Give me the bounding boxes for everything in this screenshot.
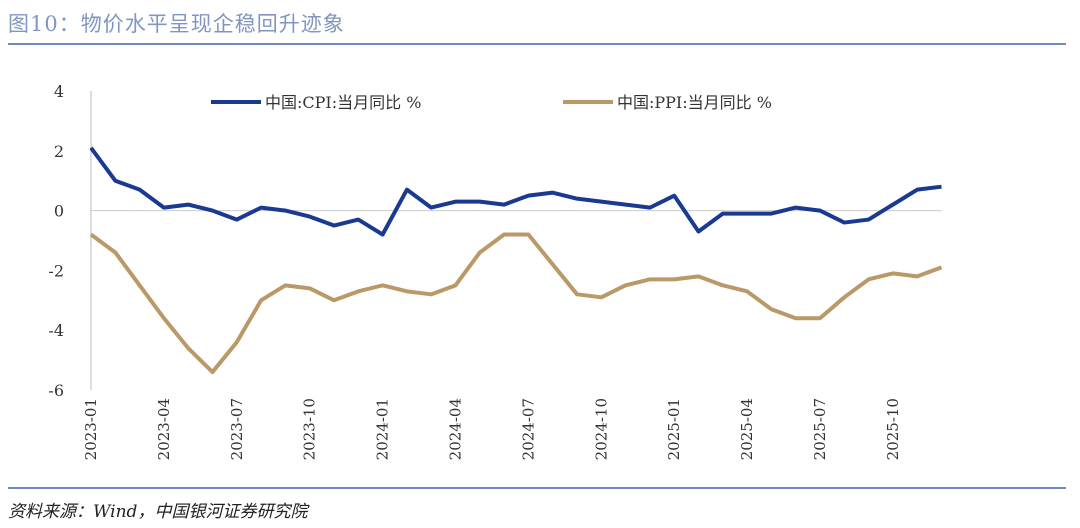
series-line-ppi <box>89 232 943 375</box>
source-note: 资料来源：Wind，中国银河证券研究院 <box>8 502 308 522</box>
x-tick-label: 2024-07 <box>519 398 537 460</box>
x-tick-label: 2025-01 <box>665 398 683 460</box>
y-tick-label: 4 <box>54 82 64 101</box>
x-tick-label: 2023-10 <box>301 398 319 460</box>
source-divider <box>8 487 1066 489</box>
x-tick-label: 2025-10 <box>884 398 902 460</box>
x-tick-label: 2023-04 <box>155 398 173 460</box>
x-tick-label: 2024-01 <box>374 398 392 460</box>
x-tick-label: 2024-04 <box>447 398 465 460</box>
title-divider <box>8 43 1066 45</box>
line-chart: 4 2 0 -2 -4 -6 2023-01 2023-04 2023-07 2023-10 202… <box>48 82 943 460</box>
x-tick-label: 2025-04 <box>738 398 756 460</box>
y-tick-label: -6 <box>48 381 64 400</box>
y-tick-label: -2 <box>48 261 64 280</box>
x-tick-label: 2023-01 <box>82 398 100 460</box>
legend-label: 中国:PPI:当月同比 % <box>617 93 772 112</box>
y-tick-label: -4 <box>48 321 64 340</box>
series-line-cpi <box>89 146 942 237</box>
figure-title: 图10：物价水平呈现企稳回升迹象 <box>8 12 345 36</box>
x-tick-label: 2025-07 <box>811 398 829 460</box>
y-tick-label: 2 <box>54 142 64 161</box>
y-tick-label: 0 <box>54 202 64 221</box>
legend-label: 中国:CPI:当月同比 % <box>265 93 421 112</box>
x-tick-label: 2024-10 <box>592 398 610 460</box>
x-tick-label: 2023-07 <box>228 398 246 460</box>
